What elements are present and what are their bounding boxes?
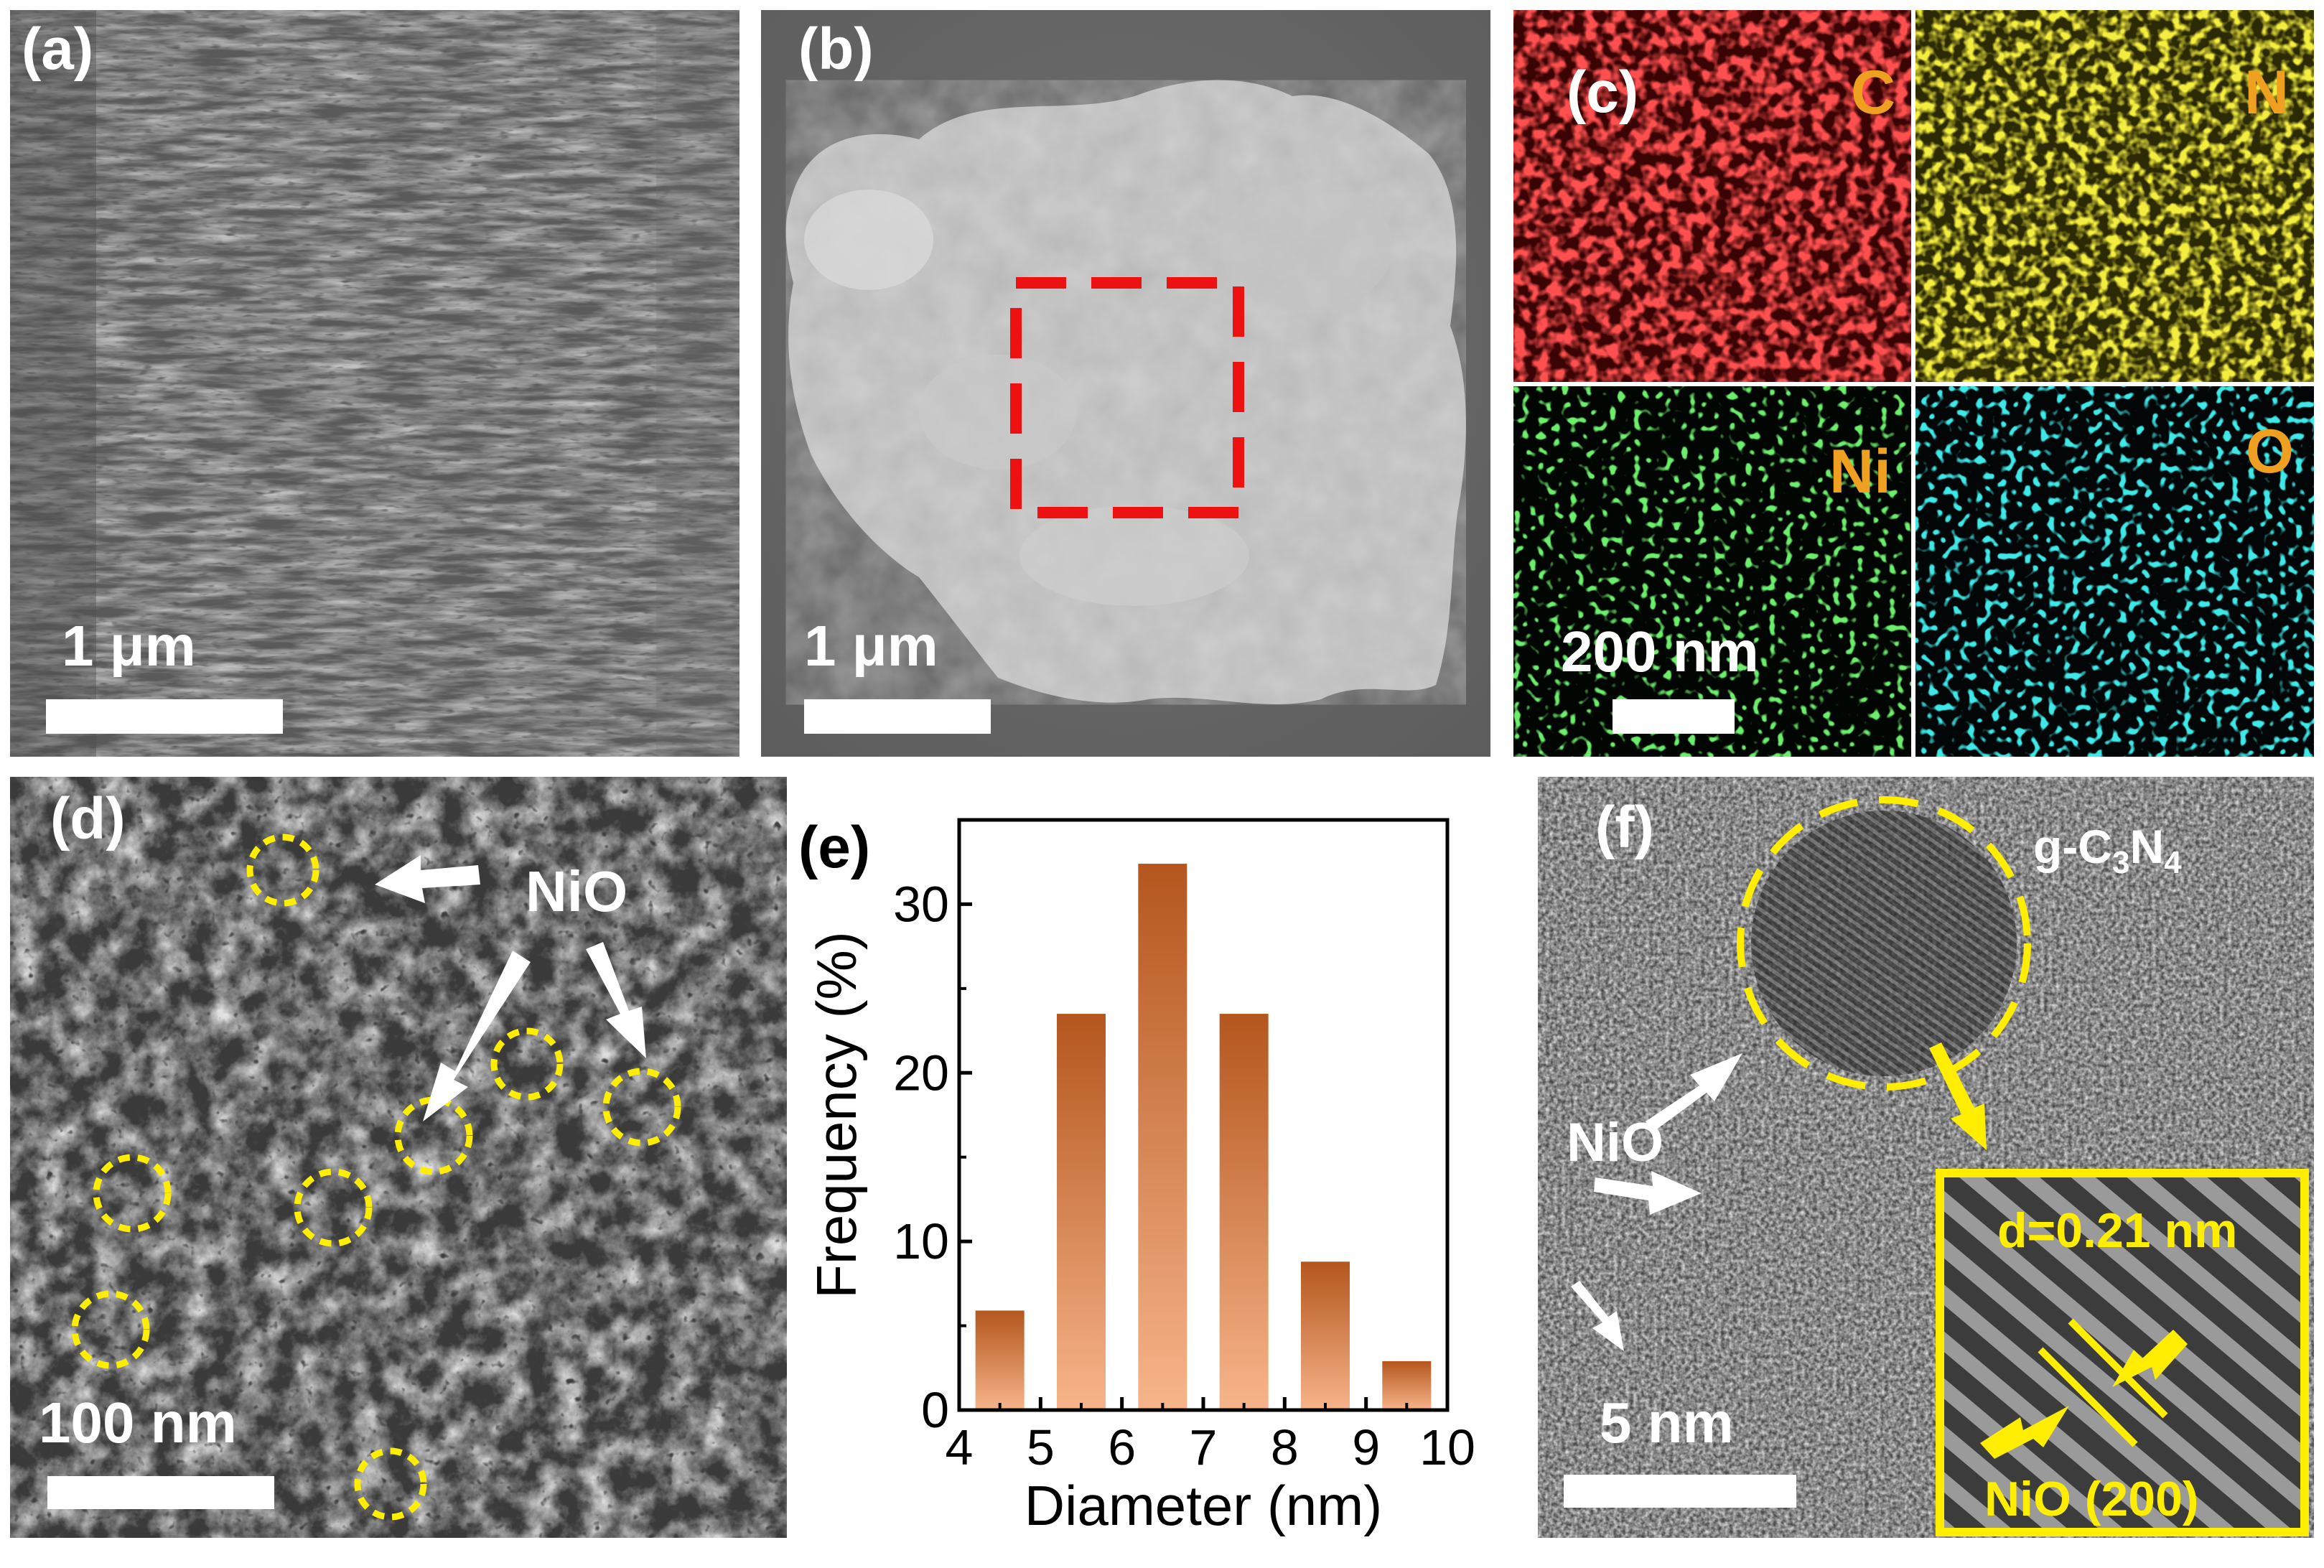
panel-b-scale-bar [804, 699, 991, 734]
element-label-o: O [2246, 417, 2294, 486]
x-tick-label: 5 [1027, 1419, 1055, 1475]
histogram-bar [975, 1310, 1025, 1410]
sem-porous-texture [10, 10, 739, 757]
histogram-bar [1138, 864, 1187, 1410]
panel-a-label: (a) [22, 17, 94, 82]
element-label-n: N [2244, 58, 2290, 127]
sem-flake-texture [761, 10, 1490, 757]
y-tick-label: 30 [893, 876, 949, 932]
nio-annotation: NiO [526, 859, 628, 923]
panel-f-hrtem-image: (f) g-C3N4 NiO d=0.21 nm NiO (200) 5 nm [1538, 777, 2314, 1538]
lattice-inset [1936, 1169, 2309, 1536]
panel-d-tem-image: (d) NiO 100 nm [10, 777, 787, 1538]
nio-annotation: NiO [1567, 1112, 1664, 1173]
pointer-arrows [1571, 1053, 1742, 1351]
panel-f-scale-bar [1564, 1475, 1796, 1508]
lattice-plane-label: NiO (200) [1984, 1472, 2199, 1526]
diameter-histogram: 4 5 6 7 8 9 10 0 10 20 30 Diameter (nm) Frequency … [805, 818, 1475, 1537]
histogram-bar [1219, 1014, 1269, 1410]
x-axis-label: Diameter (nm) [1025, 1474, 1382, 1537]
plot-frame [957, 818, 1450, 1412]
lattice-spacing-label: d=0.21 nm [1997, 1203, 2238, 1258]
y-tick-label: 20 [893, 1045, 949, 1101]
y-axis-label: Frequency (%) [805, 931, 868, 1299]
pointer-arrows [375, 855, 646, 1121]
panel-c-scale-bar [1613, 699, 1735, 734]
histogram-bar [1382, 1361, 1432, 1410]
panel-f-scale-bar-label: 5 nm [1600, 1391, 1734, 1455]
panel-a-sem-image: (a) 1 μm [10, 10, 739, 757]
panel-c-eds-maps: (c) C N Ni O 200 nm [1513, 10, 2314, 757]
histogram-bar [1301, 1261, 1350, 1410]
panel-c-scale-bar-label: 200 nm [1561, 620, 1759, 683]
hrtem-texture [1538, 777, 2314, 1538]
panel-b-sem-image: (b) 1 μm [761, 10, 1490, 757]
panel-b-label: (b) [798, 17, 874, 82]
zoom-arrow [1929, 1042, 1987, 1150]
panel-a-scale-bar [46, 699, 283, 734]
panel-f-label: (f) [1595, 795, 1654, 860]
panel-d-label: (d) [50, 786, 126, 851]
panel-d-scale-bar-label: 100 nm [39, 1391, 237, 1455]
y-tick-label: 0 [921, 1382, 949, 1438]
x-tick-label: 4 [946, 1419, 974, 1475]
eds-map-grid [1513, 10, 2314, 757]
material-label: g-C3N4 [2033, 820, 2182, 881]
panel-a-scale-bar-label: 1 μm [62, 614, 196, 678]
x-tick-label: 7 [1190, 1419, 1218, 1475]
element-label-ni: Ni [1829, 437, 1891, 506]
tem-texture [10, 777, 787, 1538]
nio-crystal-marker [1737, 796, 2031, 1091]
x-tick-label: 8 [1271, 1419, 1299, 1475]
panel-c-label: (c) [1567, 60, 1639, 125]
y-tick-label: 10 [893, 1213, 949, 1269]
panel-e-label: (e) [798, 815, 871, 880]
selected-region-box [1010, 277, 1244, 518]
nio-particle-markers [71, 834, 681, 1521]
panel-e-histogram: 4 5 6 7 8 9 10 0 10 20 30 Diameter (nm) Frequency … [797, 777, 1515, 1567]
panel-b-scale-bar-label: 1 μm [804, 614, 938, 678]
x-tick-label: 10 [1419, 1419, 1475, 1475]
panel-d-scale-bar [47, 1476, 274, 1509]
x-tick-label: 9 [1352, 1419, 1380, 1475]
x-tick-label: 6 [1108, 1419, 1136, 1475]
histogram-bar [1057, 1014, 1106, 1410]
element-label-c: C [1851, 58, 1896, 127]
